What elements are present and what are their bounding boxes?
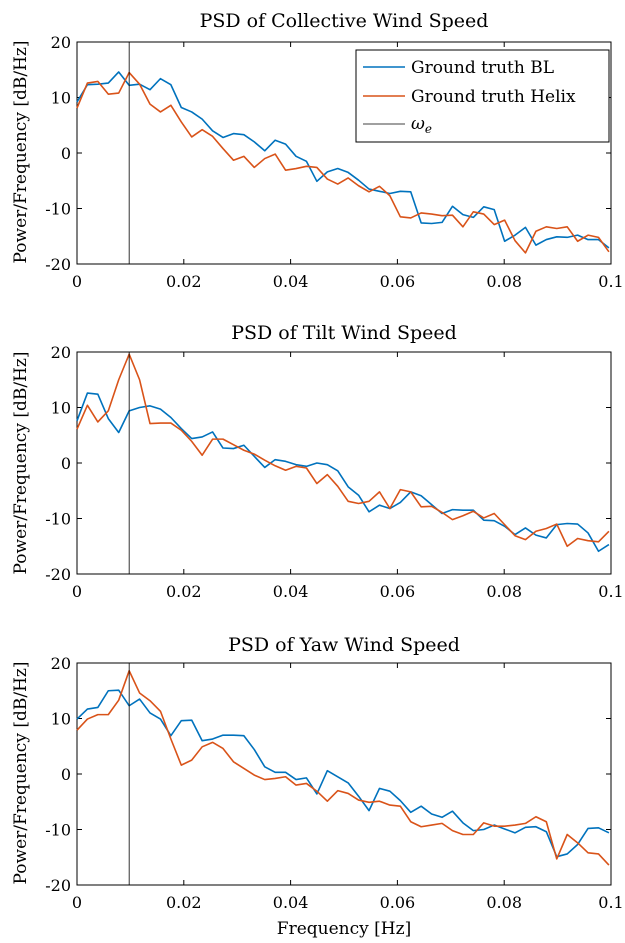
panel-tilt-ytick-label: -10 [45, 510, 71, 529]
panel-yaw-ytick-label: -20 [45, 876, 71, 895]
panel-collective-ytick-label: 0 [61, 144, 71, 163]
panel-tilt-ytick-label: -20 [45, 565, 71, 584]
panel-collective-ylabel: Power/Frequency [dB/Hz] [11, 41, 31, 264]
panel-yaw: PSD of Yaw Wind Speed 0 0.02 0.04 0.06 0.08 0… [11, 634, 624, 912]
panel-collective-axes: 0 0.02 0.04 0.06 0.08 0.1 -20 -10 0 10 20 [45, 33, 623, 291]
panel-yaw-xtick-label: 0.1 [598, 893, 623, 912]
panel-yaw-ytick-label: 10 [51, 710, 71, 729]
panel-yaw-series-helix-line [76, 669, 610, 866]
panel-collective-ytick-label: -20 [45, 255, 71, 274]
panel-yaw-ytick-label: 20 [51, 654, 71, 673]
legend-bl-label: Ground truth BL [411, 58, 554, 78]
legend-marker-symbol: ω [411, 114, 425, 134]
panel-yaw-series [76, 663, 610, 885]
panel-tilt-xtick-label: 0.04 [273, 582, 309, 601]
panel-tilt-series-helix-line [76, 353, 610, 548]
panel-tilt-series [76, 352, 610, 574]
panel-yaw-ytick-label: 0 [61, 765, 71, 784]
panel-tilt-xtick-label: 0.1 [598, 582, 623, 601]
panel-collective-series-bl-line [76, 71, 610, 249]
panel-tilt-ytick-label: 10 [51, 399, 71, 418]
panel-collective: PSD of Collective Wind Speed 0 0.02 0.04 0.… [11, 10, 624, 291]
panel-yaw-ytick-label: -10 [45, 821, 71, 840]
panel-tilt-axes: 0 0.02 0.04 0.06 0.08 0.1 -20 -10 0 10 20 [45, 343, 623, 601]
panel-collective-series [76, 42, 610, 264]
panel-collective-xtick-label: 0.04 [273, 272, 309, 291]
panel-collective-title: PSD of Collective Wind Speed [200, 10, 489, 32]
panel-tilt-ytick-label: 0 [61, 454, 71, 473]
panel-collective-xtick-label: 0 [72, 272, 82, 291]
panel-yaw-xtick-label: 0.08 [486, 893, 522, 912]
panel-tilt-xtick-label: 0.08 [486, 582, 522, 601]
legend-marker-subscript: e [425, 122, 432, 136]
panel-yaw-axes: 0 0.02 0.04 0.06 0.08 0.1 -20 -10 0 10 20 [45, 654, 623, 912]
panel-collective-xtick-label: 0.06 [380, 272, 416, 291]
panel-tilt-xtick-label: 0.06 [380, 582, 416, 601]
legend: Ground truth BL Ground truth Helix ωe [355, 49, 610, 143]
panel-yaw-xtick-label: 0 [72, 893, 82, 912]
panel-collective-ytick-label: 10 [51, 89, 71, 108]
panel-collective-xtick-label: 0.08 [486, 272, 522, 291]
panel-yaw-xtick-label: 0.04 [273, 893, 309, 912]
panel-collective-ytick-label: -10 [45, 200, 71, 219]
panel-yaw-xtick-label: 0.06 [380, 893, 416, 912]
panel-tilt: PSD of Tilt Wind Speed 0 0.02 0.04 0.06 0.08… [11, 322, 624, 601]
panel-yaw-xtick-label: 0.02 [166, 893, 202, 912]
panel-tilt-ytick-label: 20 [51, 343, 71, 362]
panel-tilt-xtick-label: 0.02 [166, 582, 202, 601]
panel-yaw-ylabel: Power/Frequency [dB/Hz] [11, 662, 31, 885]
panel-tilt-series-bl-line [76, 392, 610, 553]
legend-marker-label: ωe [411, 114, 432, 136]
panel-tilt-ylabel: Power/Frequency [dB/Hz] [11, 352, 31, 575]
panel-tilt-title: PSD of Tilt Wind Speed [231, 322, 457, 344]
legend-helix-label: Ground truth Helix [411, 87, 576, 107]
panel-collective-xtick-label: 0.1 [598, 272, 623, 291]
panel-collective-xtick-label: 0.02 [166, 272, 202, 291]
panel-tilt-xtick-label: 0 [72, 582, 82, 601]
x-axis-label: Frequency [Hz] [277, 919, 411, 939]
panel-collective-ytick-label: 20 [51, 33, 71, 52]
panel-collective-series-helix-line [76, 71, 610, 254]
panel-yaw-title: PSD of Yaw Wind Speed [228, 634, 460, 656]
